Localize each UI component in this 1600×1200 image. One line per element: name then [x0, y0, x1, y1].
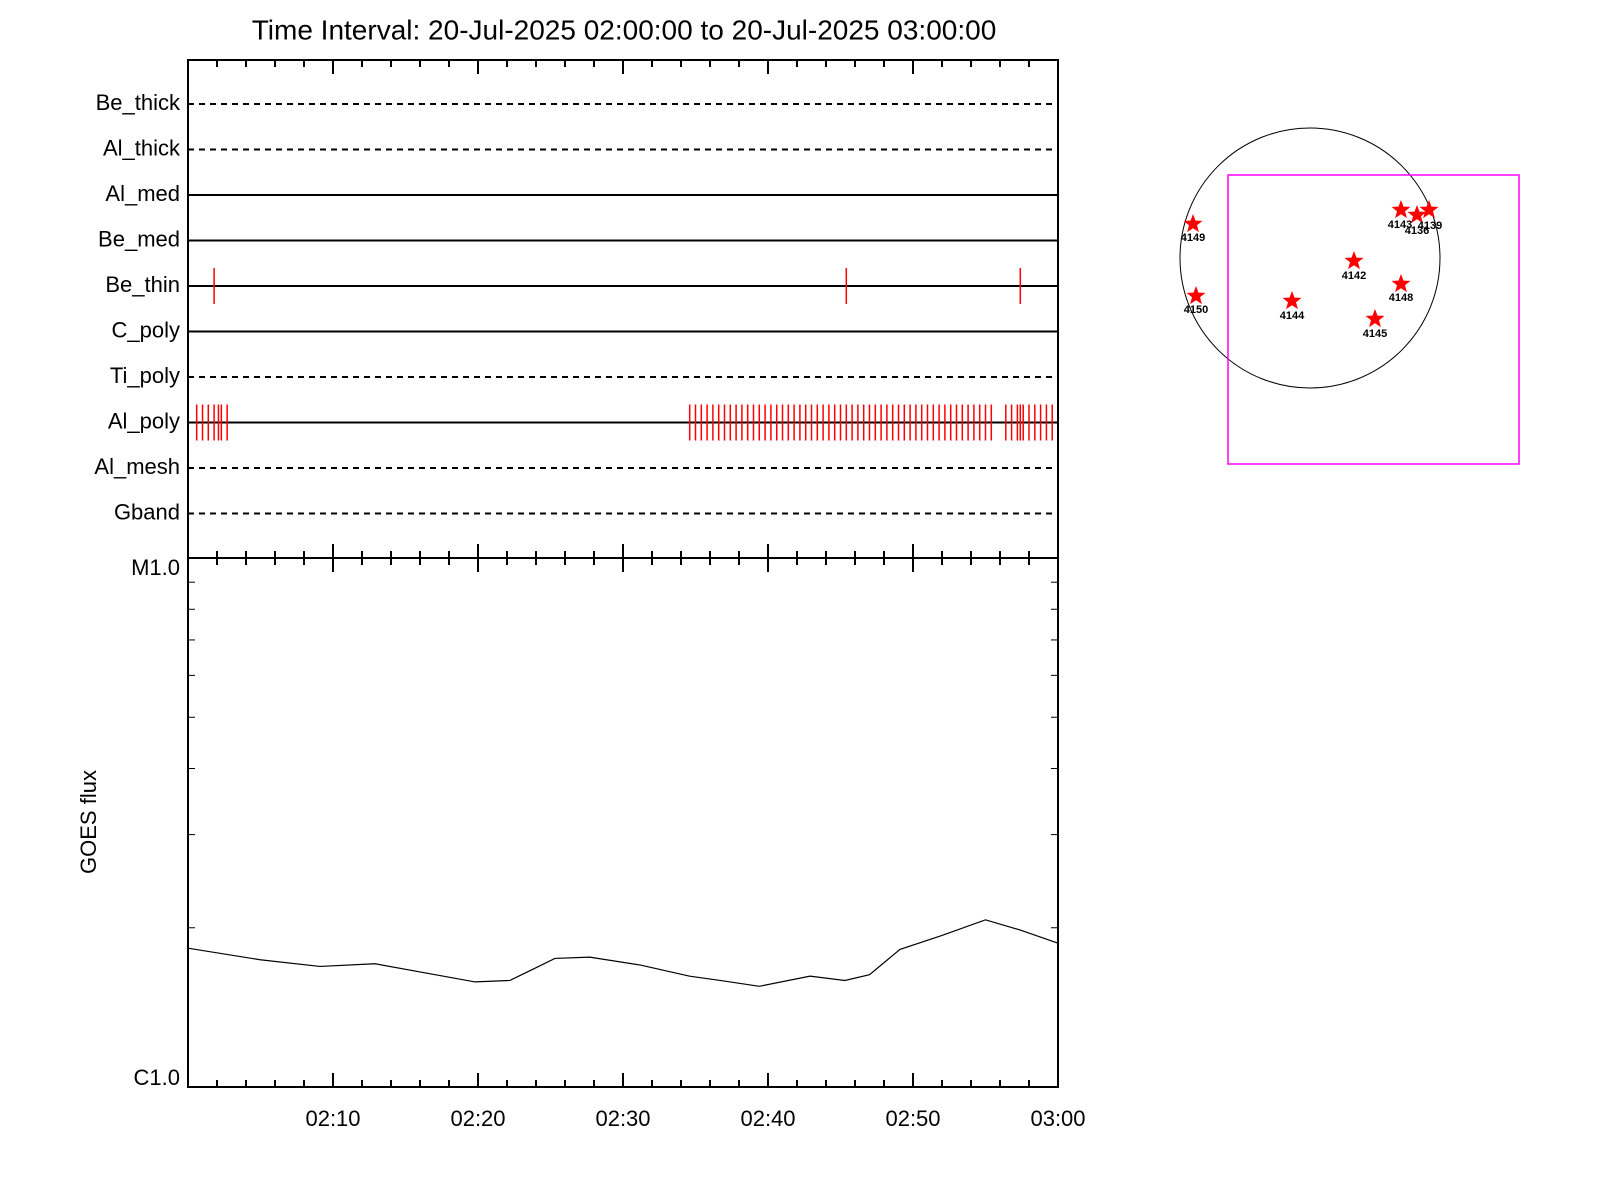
region-star: [1391, 200, 1411, 219]
row-label: Al_poly: [108, 408, 180, 433]
region-star: [1407, 205, 1427, 224]
region-label: 4143: [1388, 219, 1412, 231]
x-tick-label: 02:50: [885, 1106, 940, 1131]
region-star: [1419, 200, 1439, 219]
region-star: [1365, 309, 1385, 328]
y-axis-label: GOES flux: [76, 770, 101, 874]
region-star: [1183, 214, 1203, 233]
plot-frame: [187, 557, 1059, 1088]
solar-disk: [1179, 127, 1441, 389]
x-tick-label: 02:40: [740, 1106, 795, 1131]
row-label: Al_med: [105, 181, 180, 206]
row-label: Al_thick: [103, 135, 181, 160]
row-label: Al_mesh: [94, 454, 180, 479]
region-label: 4136: [1405, 225, 1429, 237]
x-tick-label: 02:20: [450, 1106, 505, 1131]
row-label: Be_thick: [96, 90, 181, 115]
row-label: C_poly: [112, 317, 180, 342]
plot-frame: [187, 59, 1059, 559]
region-star: [1391, 274, 1411, 293]
region-star: [1344, 251, 1364, 270]
region-label: 4142: [1342, 270, 1366, 282]
region-label: 4148: [1389, 292, 1413, 304]
region-label: 4149: [1181, 232, 1205, 244]
region-label: 4139: [1418, 220, 1442, 232]
y-tick-label: C1.0: [134, 1065, 180, 1090]
x-tick-label: 03:00: [1030, 1106, 1085, 1131]
chart-title: Time Interval: 20-Jul-2025 02:00:00 to 2…: [252, 14, 997, 45]
row-label: Ti_poly: [110, 363, 180, 388]
region-label: 4144: [1280, 310, 1305, 322]
region-star: [1282, 291, 1302, 310]
region-label: 4150: [1184, 304, 1208, 316]
row-label: Gband: [114, 499, 180, 524]
region-star: [1186, 286, 1206, 305]
y-tick-label: M1.0: [131, 555, 180, 580]
flux-line: [187, 919, 1059, 987]
x-tick-label: 02:10: [305, 1106, 360, 1131]
x-tick-label: 02:30: [595, 1106, 650, 1131]
row-label: Be_med: [98, 226, 180, 251]
row-label: Be_thin: [105, 272, 180, 297]
field-of-view: [1227, 174, 1520, 465]
region-label: 4145: [1363, 328, 1387, 340]
